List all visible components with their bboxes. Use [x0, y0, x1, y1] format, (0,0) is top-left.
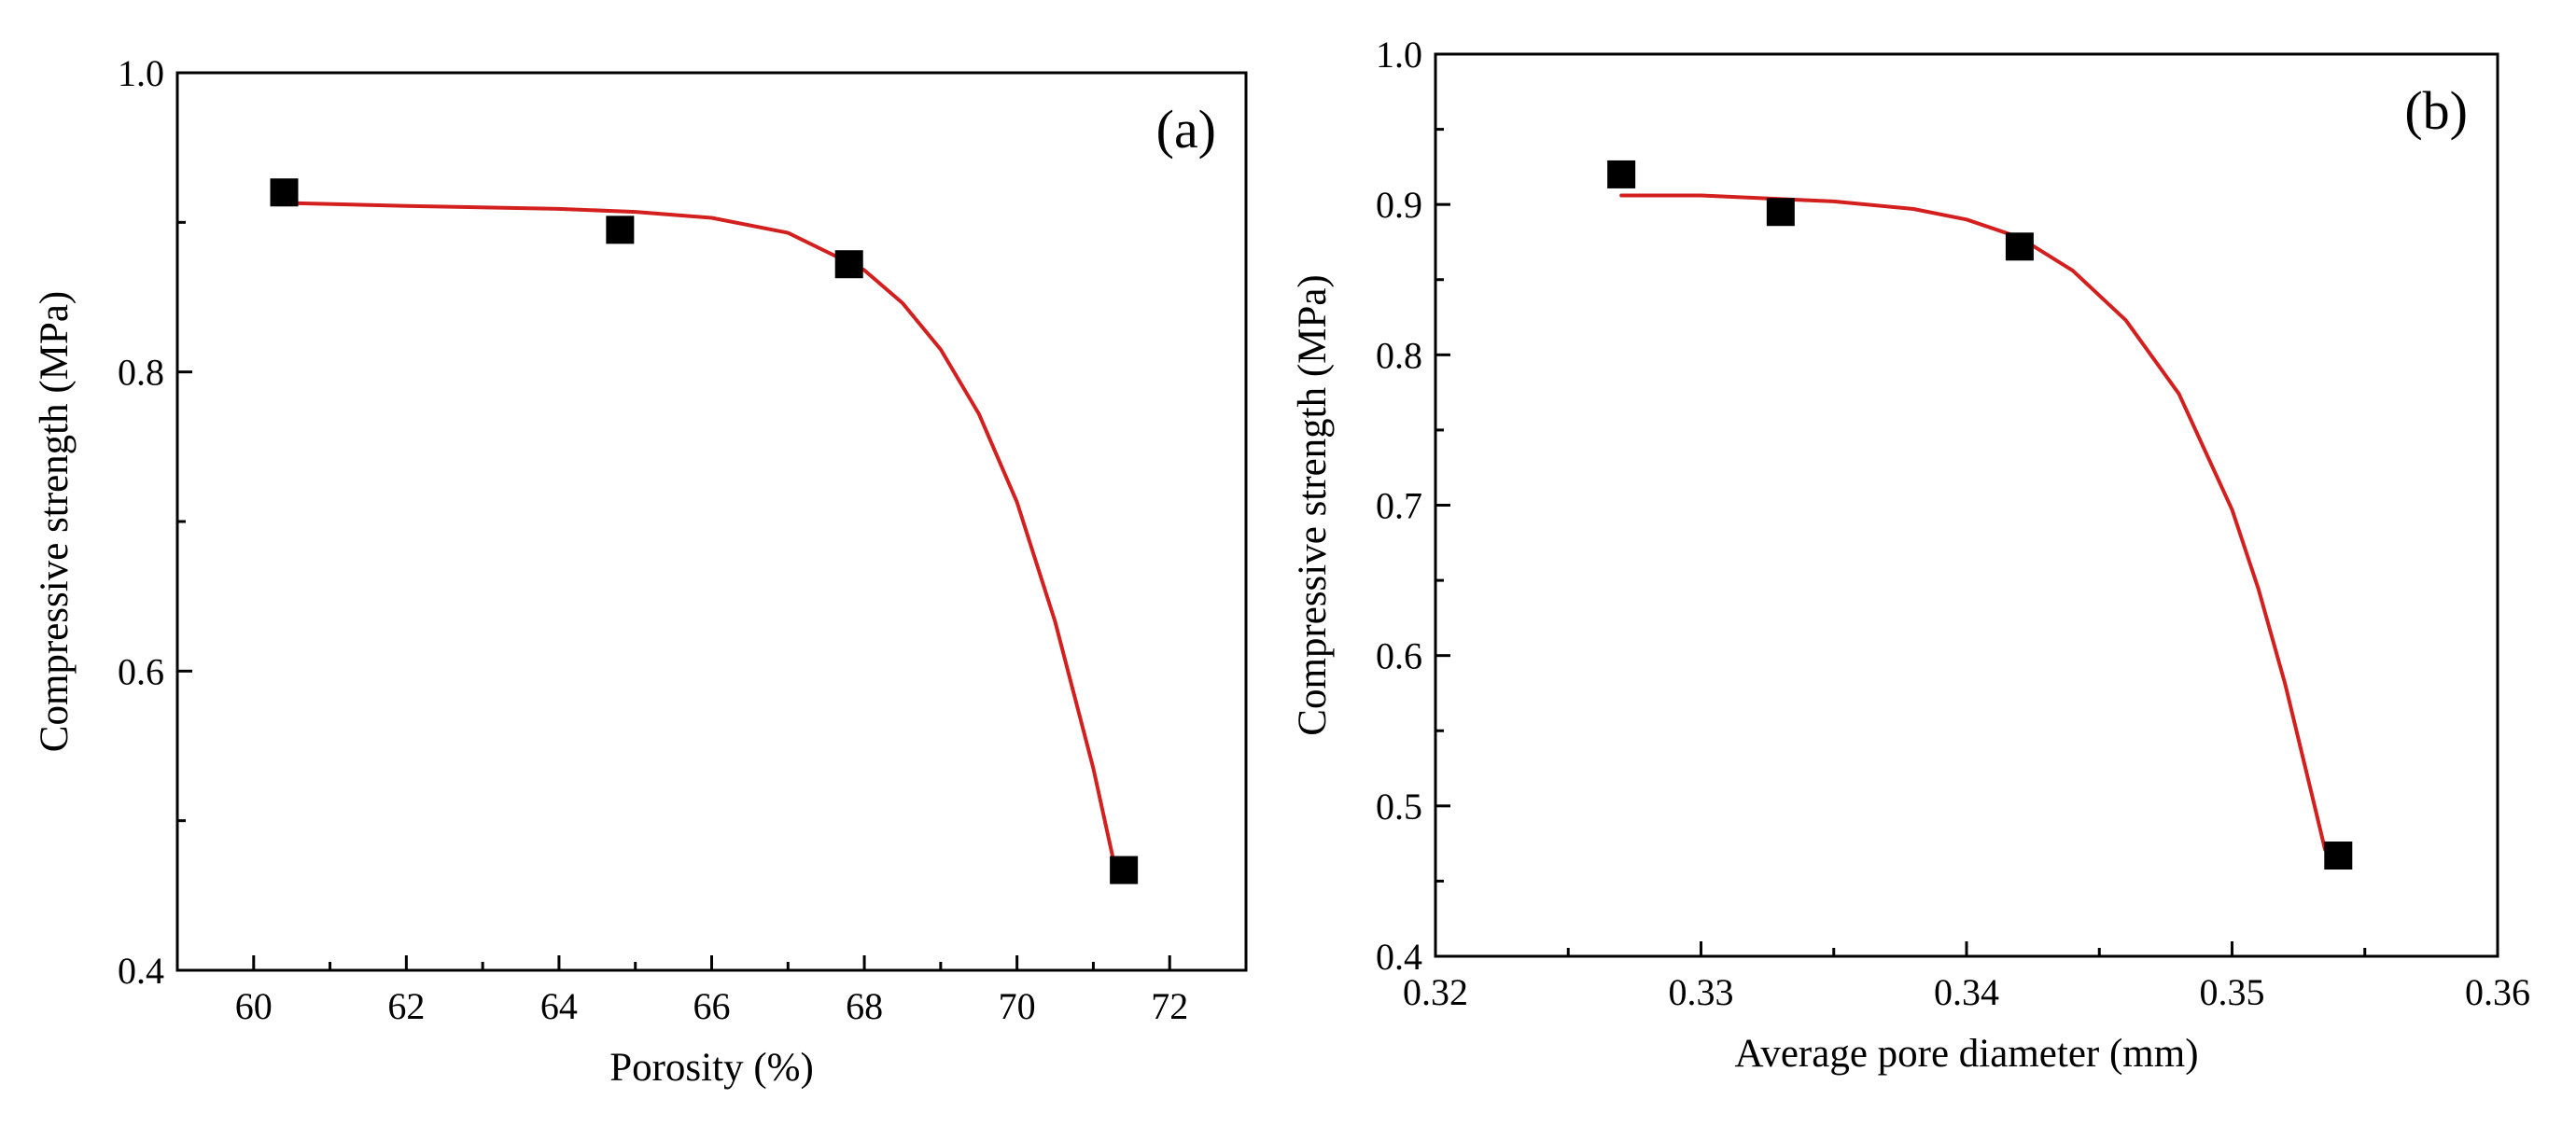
b-y-tick-label: 0.6	[1376, 635, 1422, 677]
b-data-point	[1766, 198, 1795, 227]
b-data-point	[2324, 842, 2353, 870]
b-x-tick-label: 0.36	[2465, 971, 2530, 1013]
a-x-axis-title: Porosity (%)	[609, 1046, 814, 1090]
b-y-axis-title: Compressive strength (MPa)	[1291, 274, 1335, 735]
a-x-tick-label: 60	[235, 985, 273, 1027]
b-y-tick-label: 0.8	[1376, 334, 1422, 376]
a-x-tick-label: 70	[999, 985, 1036, 1027]
b-y-tick-label: 0.5	[1376, 786, 1422, 828]
a-data-point	[606, 216, 635, 244]
b-x-tick-label: 0.35	[2200, 971, 2265, 1013]
a-plot-frame	[175, 71, 1248, 972]
b-y-tick-label: 0.4	[1376, 936, 1422, 978]
b-y-tick-label: 0.7	[1376, 485, 1422, 527]
b-panel-label: (b)	[2404, 80, 2468, 141]
a-data-point	[834, 250, 863, 279]
b-y-tick-label: 0.9	[1376, 184, 1422, 226]
b-x-tick-label: 0.34	[1934, 971, 1999, 1013]
a-y-tick-label: 1.0	[118, 52, 164, 94]
a-x-tick-label: 62	[387, 985, 425, 1027]
a-y-axis-title: Compressive strength (MPa)	[33, 291, 77, 752]
b-data-point	[1607, 160, 1636, 188]
b-plot-frame	[1434, 52, 2499, 958]
a-fit-curve	[282, 201, 1118, 875]
a-y-tick-label: 0.6	[118, 650, 164, 692]
a-x-tick-label: 68	[846, 985, 883, 1027]
b-data-point	[2005, 232, 2034, 261]
a-x-tick-label: 72	[1151, 985, 1188, 1027]
a-x-tick-label: 66	[693, 985, 731, 1027]
panel-a-porosity: 60 62 64 66 68 70 72 0.4 0.6 0.8 1.0 Porosity (%) Co…	[33, 52, 1248, 1090]
a-x-tick-label: 64	[540, 985, 578, 1027]
a-y-tick-label: 0.8	[118, 352, 164, 394]
a-y-tick-label: 0.4	[118, 950, 164, 992]
b-x-tick-label: 0.32	[1403, 971, 1468, 1013]
a-data-point	[270, 178, 299, 207]
a-panel-label: (a)	[1156, 99, 1216, 160]
b-fit-curve	[1619, 193, 2341, 864]
a-data-point	[1110, 856, 1139, 884]
panel-b-pore-diameter: 0.32 0.33 0.34 0.35 0.36 0.4 0.5 0.6 0.7 0.8 0.9 1.…	[1291, 34, 2530, 1076]
b-y-tick-label: 1.0	[1376, 34, 1422, 76]
b-x-tick-label: 0.33	[1669, 971, 1734, 1013]
b-x-axis-title: Average pore diameter (mm)	[1734, 1032, 2198, 1076]
